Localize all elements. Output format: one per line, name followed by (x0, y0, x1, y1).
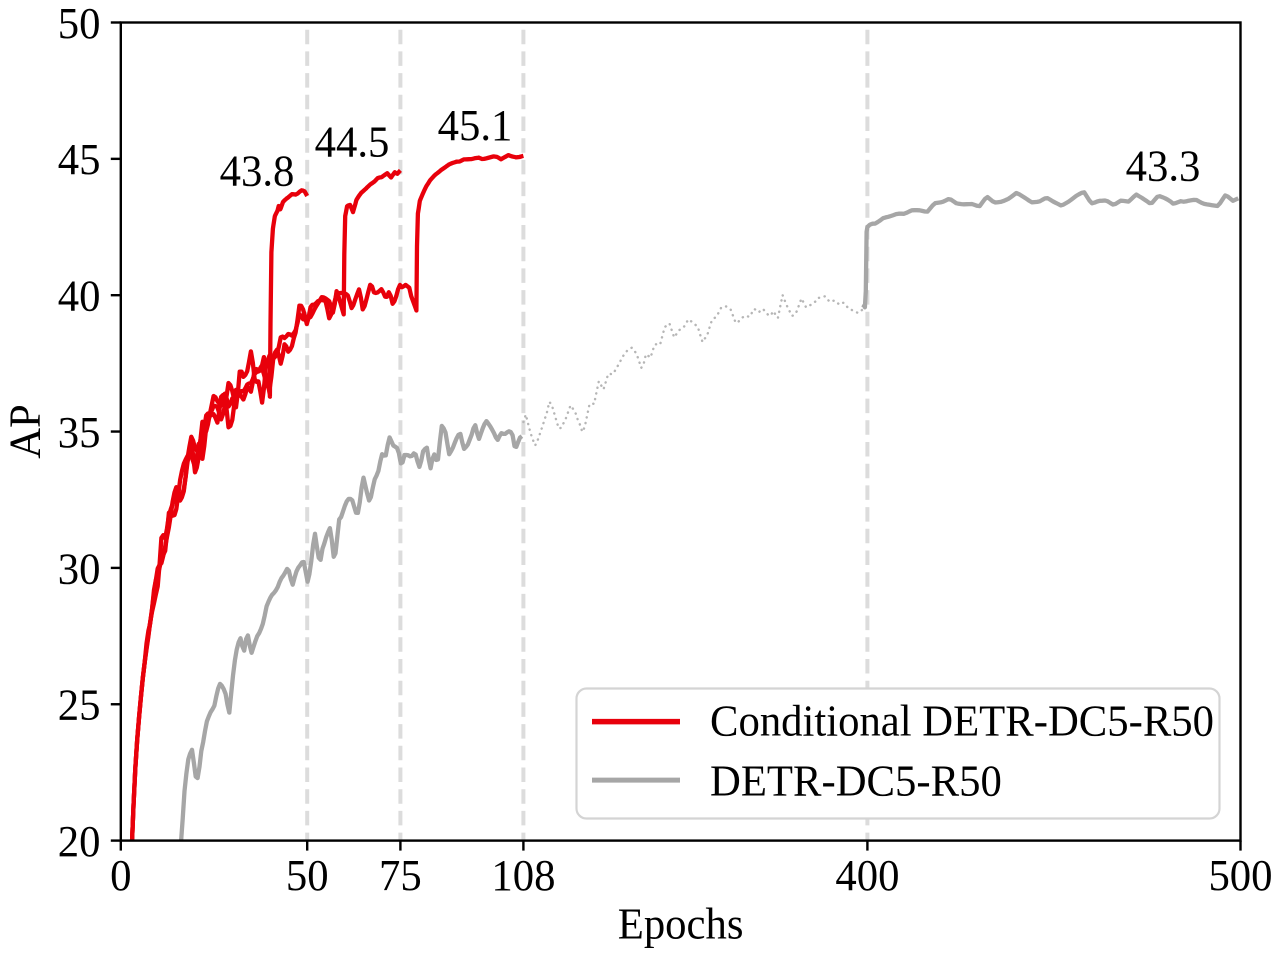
svg-text:50: 50 (58, 0, 101, 48)
svg-text:108: 108 (491, 850, 555, 900)
svg-text:500: 500 (1208, 850, 1272, 900)
svg-text:50: 50 (286, 850, 329, 900)
svg-text:DETR-DC5-R50: DETR-DC5-R50 (710, 755, 1002, 805)
svg-text:40: 40 (58, 271, 101, 321)
svg-text:45: 45 (58, 134, 101, 184)
svg-text:Conditional DETR-DC5-R50: Conditional DETR-DC5-R50 (710, 696, 1214, 746)
svg-text:AP: AP (0, 404, 49, 459)
svg-text:30: 30 (58, 543, 101, 593)
svg-text:0: 0 (110, 850, 131, 900)
svg-text:35: 35 (58, 407, 101, 457)
svg-text:20: 20 (58, 816, 101, 866)
svg-text:25: 25 (58, 680, 101, 730)
svg-text:Epochs: Epochs (618, 899, 744, 949)
svg-text:43.3: 43.3 (1126, 140, 1201, 190)
svg-text:75: 75 (379, 850, 422, 900)
svg-text:400: 400 (835, 850, 899, 900)
svg-text:45.1: 45.1 (438, 100, 513, 150)
svg-text:44.5: 44.5 (315, 116, 390, 166)
svg-text:43.8: 43.8 (220, 146, 295, 196)
